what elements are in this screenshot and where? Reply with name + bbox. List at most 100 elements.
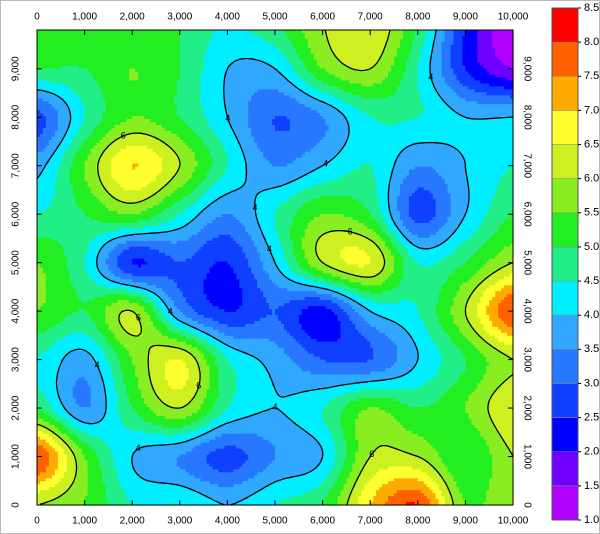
contour-band xyxy=(239,220,258,224)
contour-band xyxy=(176,154,196,159)
contour-band xyxy=(90,392,107,396)
contour-band xyxy=(233,127,252,132)
contour-band xyxy=(414,190,431,194)
contour-band xyxy=(37,475,53,479)
contour-band xyxy=(102,374,112,378)
contour-band xyxy=(212,303,243,307)
contour-band xyxy=(188,329,202,334)
contour-band xyxy=(275,222,294,227)
contour-band xyxy=(227,157,246,162)
contour-band xyxy=(420,53,434,58)
contour-band xyxy=(408,228,440,233)
contour-band xyxy=(188,125,211,129)
contour-band xyxy=(292,44,309,49)
colorbar-label: 1.5 xyxy=(584,480,599,492)
contour-band xyxy=(129,499,217,503)
contour-band xyxy=(292,222,309,227)
contour-band xyxy=(147,261,217,266)
contour-band xyxy=(328,83,362,88)
contour-band xyxy=(176,282,205,286)
contour-band xyxy=(379,445,392,450)
contour-band xyxy=(355,454,371,459)
contour-band xyxy=(277,231,291,236)
contour-band xyxy=(459,95,511,99)
contour-band xyxy=(337,291,350,295)
contour-band xyxy=(337,338,368,343)
contour-band xyxy=(63,356,95,361)
contour-band xyxy=(319,166,359,171)
contour-band xyxy=(57,442,68,447)
contour-band xyxy=(37,389,41,393)
contour-band xyxy=(45,439,56,444)
contour-band xyxy=(60,65,80,70)
contour-band xyxy=(396,356,419,361)
contour-band xyxy=(405,62,419,67)
contour-band xyxy=(69,412,107,417)
contour-band xyxy=(176,214,199,218)
contour-band xyxy=(349,317,365,322)
contour-band xyxy=(164,196,184,200)
contour-band xyxy=(319,113,345,117)
colorbar-band xyxy=(551,314,579,350)
contour-band xyxy=(102,350,115,355)
contour-band xyxy=(355,231,377,236)
contour-band xyxy=(316,466,333,470)
contour-band xyxy=(337,56,380,61)
contour-band xyxy=(144,401,163,405)
contour-band xyxy=(87,490,107,494)
contour-band xyxy=(37,418,44,423)
contour-band xyxy=(39,306,107,310)
contour-band xyxy=(72,424,124,429)
contour-band xyxy=(185,122,211,126)
contour-band xyxy=(307,261,324,266)
contour-band xyxy=(269,41,294,46)
contour-band xyxy=(313,184,377,188)
contour-band xyxy=(331,47,386,52)
contour-band xyxy=(319,258,345,263)
contour-band xyxy=(480,350,502,355)
contour-band xyxy=(331,273,353,278)
contour-band xyxy=(304,202,362,206)
contour-band xyxy=(382,315,422,319)
contour-band xyxy=(486,312,499,316)
contour-band xyxy=(266,300,291,304)
contour-band xyxy=(167,359,184,364)
contour-band xyxy=(396,86,419,90)
contour-band xyxy=(385,217,392,221)
contour-band xyxy=(37,273,47,278)
contour-band xyxy=(87,380,104,384)
contour-band xyxy=(209,38,264,43)
contour-band xyxy=(99,220,139,224)
contour-band xyxy=(313,487,333,491)
contour-band xyxy=(212,220,240,224)
contour-band xyxy=(388,187,401,191)
contour-band xyxy=(194,187,211,191)
contour-band xyxy=(138,472,190,476)
contour-band xyxy=(423,187,449,191)
contour-band xyxy=(37,421,50,426)
contour-band xyxy=(417,89,437,93)
contour-band xyxy=(37,225,145,230)
contour-band xyxy=(408,214,437,218)
contour-band xyxy=(141,326,157,331)
contour-band xyxy=(120,312,136,316)
contour-band xyxy=(471,276,487,280)
contour-band xyxy=(417,77,434,82)
contour-band xyxy=(209,151,228,156)
contour-label: 4 xyxy=(252,203,257,213)
contour-band xyxy=(477,249,502,254)
contour-band xyxy=(504,264,514,269)
contour-band xyxy=(99,252,109,257)
contour-band xyxy=(444,496,452,500)
contour-band xyxy=(307,389,359,393)
contour-band xyxy=(99,122,121,126)
contour-band xyxy=(230,125,249,129)
contour-band xyxy=(489,415,514,420)
contour-band xyxy=(57,127,68,132)
contour-band xyxy=(298,56,315,61)
contour-band xyxy=(236,240,255,245)
contour-band xyxy=(441,493,452,497)
contour-band xyxy=(194,309,226,313)
contour-band xyxy=(346,457,356,462)
contour-band xyxy=(144,225,184,230)
